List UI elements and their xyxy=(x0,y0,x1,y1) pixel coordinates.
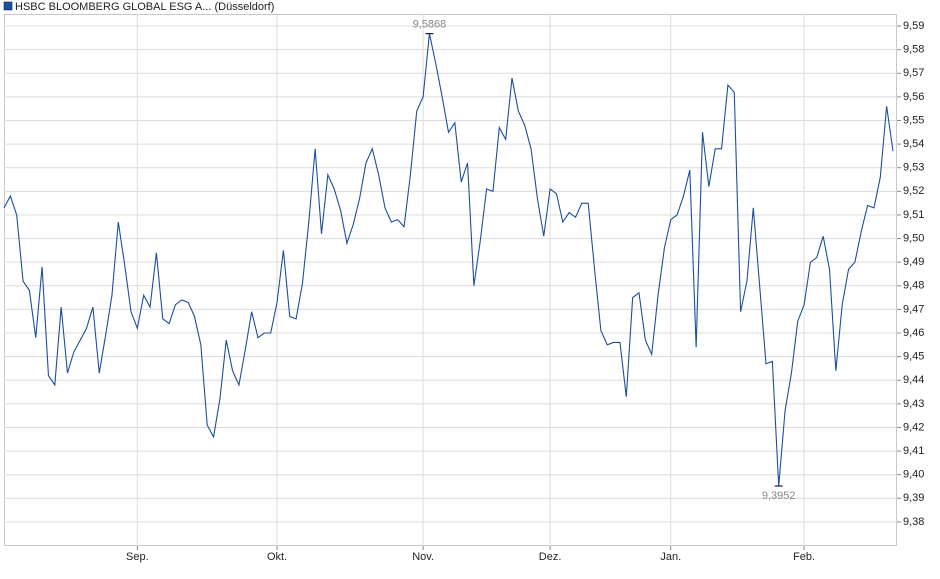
y-tick-label: 9,41 xyxy=(903,445,924,457)
y-tick-label: 9,58 xyxy=(903,44,924,56)
x-tick-label: Jan. xyxy=(660,551,681,563)
y-tick-label: 9,51 xyxy=(903,209,924,221)
y-tick-label: 9,50 xyxy=(903,232,924,244)
y-tick-label: 9,48 xyxy=(903,280,924,292)
y-tick-label: 9,40 xyxy=(903,469,924,481)
y-tick-label: 9,59 xyxy=(903,20,924,32)
y-tick-label: 9,44 xyxy=(903,374,924,386)
y-tick-label: 9,47 xyxy=(903,303,924,315)
y-tick-label: 9,46 xyxy=(903,327,924,339)
y-tick-label: 9,45 xyxy=(903,351,924,363)
y-tick-label: 9,39 xyxy=(903,492,924,504)
y-tick-label: 9,38 xyxy=(903,516,924,528)
y-tick-label: 9,53 xyxy=(903,162,924,174)
value-label: 9,5868 xyxy=(413,19,447,31)
x-tick-label: Dez. xyxy=(539,551,562,563)
price-line xyxy=(3,33,894,487)
y-tick-label: 9,43 xyxy=(903,398,924,410)
y-tick-label: 9,42 xyxy=(903,421,924,433)
y-tick-label: 9,55 xyxy=(903,114,924,126)
y-tick-label: 9,52 xyxy=(903,185,924,197)
plot-frame xyxy=(4,14,897,546)
y-tick-label: 9,54 xyxy=(903,138,924,150)
x-tick-label: Nov. xyxy=(412,551,434,563)
y-tick-label: 9,56 xyxy=(903,91,924,103)
legend-label: HSBC BLOOMBERG GLOBAL ESG A... (Düsseldo… xyxy=(15,1,274,13)
y-tick-label: 9,49 xyxy=(903,256,924,268)
x-tick-label: Sep. xyxy=(126,551,149,563)
x-tick-label: Feb. xyxy=(793,551,815,563)
value-label: 9,3952 xyxy=(762,490,796,502)
x-tick-label: Okt. xyxy=(267,551,287,563)
legend-swatch xyxy=(3,1,13,11)
y-tick-label: 9,57 xyxy=(903,67,924,79)
